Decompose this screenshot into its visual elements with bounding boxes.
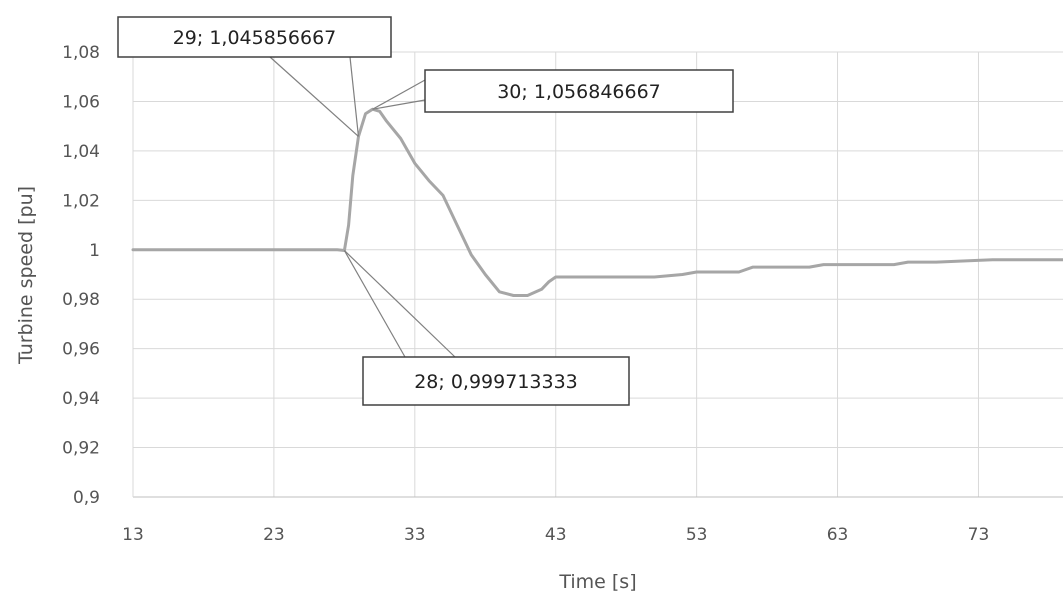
data-callout-box <box>362 356 630 406</box>
x-tick-label: 53 <box>686 525 708 545</box>
leader-layer <box>269 56 456 358</box>
callout-leader-line <box>372 99 426 110</box>
x-tick-label: 73 <box>968 525 990 545</box>
y-tick-label: 0,96 <box>62 340 100 360</box>
y-tick-label: 1,04 <box>62 142 100 162</box>
data-callout-box <box>424 69 734 113</box>
y-tick-label: 1,06 <box>62 92 100 112</box>
data-callout-box <box>117 16 392 58</box>
data-callout-label: 28; 0,999713333 <box>414 371 578 393</box>
grid-layer <box>133 51 1063 497</box>
callout-leader-line <box>372 79 426 110</box>
y-tick-label: 1,02 <box>62 191 100 211</box>
data-callout-label: 29; 1,045856667 <box>173 27 337 49</box>
callout-layer: 29; 1,045856667 30; 1,056846667 28; 0,9997… <box>117 16 734 406</box>
y-tick-label: 0,98 <box>62 290 100 310</box>
x-axis-title: Time [s] <box>558 571 636 593</box>
callout-leader-line <box>343 250 406 358</box>
x-tick-label: 23 <box>263 525 285 545</box>
y-tick-label: 0,9 <box>73 488 100 508</box>
y-tick-label: 0,94 <box>62 389 100 409</box>
callout-leader-line <box>343 250 456 358</box>
turbine-speed-series-line <box>131 107 1063 297</box>
callout-leader-line <box>269 56 359 137</box>
x-tick-label: 13 <box>122 525 144 545</box>
callout-leader-line <box>349 56 360 137</box>
axis-layer: 0,9 0,92 0,94 0,96 0,98 1 1,02 1,04 1,06 1,08 13 23… <box>62 43 1063 545</box>
data-callout-label: 30; 1,056846667 <box>497 81 661 103</box>
y-tick-label: 0,92 <box>62 439 100 459</box>
x-tick-label: 43 <box>545 525 567 545</box>
x-tick-label: 63 <box>827 525 849 545</box>
series-layer <box>131 107 1063 297</box>
y-tick-label: 1,08 <box>62 43 100 63</box>
x-tick-label: 33 <box>404 525 426 545</box>
y-tick-label: 1 <box>89 241 100 261</box>
y-axis-title: Turbine speed [pu] <box>15 186 37 365</box>
